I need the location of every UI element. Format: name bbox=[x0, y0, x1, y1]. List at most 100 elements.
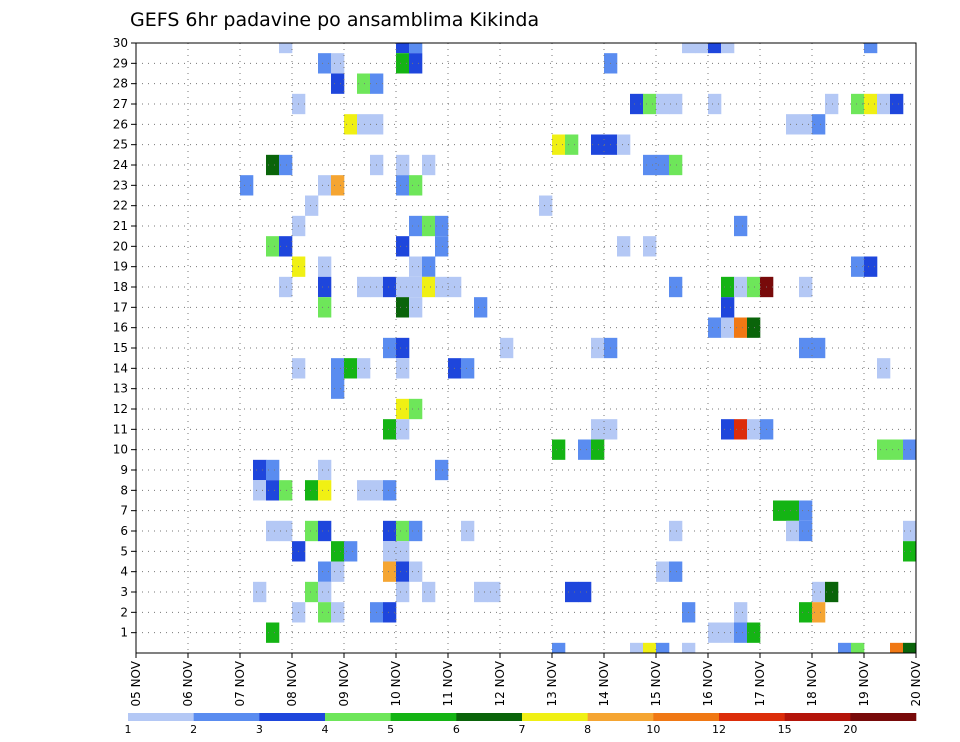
y-tick-label: 27 bbox=[113, 97, 128, 111]
heatmap-cell bbox=[669, 520, 683, 542]
heatmap-cell bbox=[409, 175, 423, 196]
heatmap-cell bbox=[279, 43, 293, 54]
heatmap-cell bbox=[422, 256, 436, 277]
heatmap-cell bbox=[331, 73, 345, 94]
y-tick-label: 4 bbox=[120, 565, 128, 579]
y-tick-label: 21 bbox=[113, 219, 128, 233]
heatmap-cell bbox=[500, 337, 514, 359]
heatmap-cell bbox=[305, 480, 319, 501]
y-tick-label: 23 bbox=[113, 178, 128, 192]
heatmap-cell bbox=[279, 480, 293, 501]
heatmap-cell bbox=[799, 602, 813, 623]
y-tick-label: 29 bbox=[113, 56, 128, 70]
heatmap-cell bbox=[422, 581, 436, 603]
y-tick-label: 18 bbox=[113, 280, 128, 294]
heatmap-cell bbox=[734, 419, 748, 440]
heatmap-cell bbox=[383, 602, 397, 623]
heatmap-cell bbox=[786, 500, 800, 521]
heatmap-cell bbox=[409, 215, 423, 237]
legend-swatch bbox=[456, 713, 523, 721]
heatmap-cell bbox=[864, 93, 878, 115]
heatmap-cell bbox=[578, 581, 592, 603]
legend-label: 7 bbox=[519, 723, 526, 736]
x-tick-label: 15 NOV bbox=[649, 660, 663, 706]
heatmap-cell bbox=[474, 581, 488, 603]
legend-label: 10 bbox=[646, 723, 660, 736]
heatmap-cell bbox=[396, 561, 410, 582]
heatmap-cell bbox=[695, 43, 709, 54]
heatmap-cell bbox=[851, 93, 865, 115]
heatmap-cell bbox=[864, 256, 878, 277]
heatmap-cell bbox=[422, 276, 436, 298]
heatmap-cell bbox=[357, 114, 371, 135]
heatmap-cell bbox=[279, 154, 293, 176]
legend-swatch bbox=[193, 713, 260, 721]
heatmap-cell bbox=[565, 134, 579, 155]
y-tick-label: 25 bbox=[113, 138, 128, 152]
legend-label: 6 bbox=[453, 723, 460, 736]
heatmap-cell bbox=[318, 256, 332, 277]
heatmap-cell bbox=[331, 602, 345, 623]
heatmap-cell bbox=[474, 297, 488, 318]
heatmap-cell bbox=[318, 602, 332, 623]
heatmap-cell bbox=[396, 358, 410, 379]
heatmap-cell bbox=[318, 53, 332, 74]
heatmap-cell bbox=[279, 236, 293, 257]
heatmap-cell bbox=[903, 642, 917, 653]
y-tick-label: 28 bbox=[113, 77, 128, 91]
heatmap-cell bbox=[331, 175, 345, 196]
heatmap-cell bbox=[708, 93, 722, 115]
heatmap-cell bbox=[669, 93, 683, 115]
heatmap-cell bbox=[396, 520, 410, 542]
heatmap-cell bbox=[409, 43, 423, 54]
heatmap-cell bbox=[630, 642, 644, 653]
heatmap-cell bbox=[799, 276, 813, 298]
heatmap-cell bbox=[708, 317, 722, 338]
y-tick-label: 26 bbox=[113, 117, 128, 131]
heatmap-cell bbox=[435, 276, 449, 298]
x-tick-label: 05 NOV bbox=[129, 660, 143, 706]
x-tick-label: 13 NOV bbox=[545, 660, 559, 706]
chart-title: GEFS 6hr padavine po ansamblima Kikinda bbox=[130, 9, 539, 31]
heatmap-cell bbox=[318, 175, 332, 196]
y-tick-label: 14 bbox=[113, 361, 128, 375]
x-tick-label: 11 NOV bbox=[441, 660, 455, 706]
x-tick-label: 19 NOV bbox=[857, 660, 871, 706]
heatmap-cell bbox=[617, 134, 631, 155]
heatmap-cell bbox=[721, 317, 735, 338]
heatmap-cells bbox=[240, 43, 917, 653]
heatmap-cell bbox=[383, 561, 397, 582]
legend-swatch bbox=[325, 713, 391, 721]
heatmap-cell bbox=[253, 459, 267, 481]
heatmap-cell bbox=[734, 276, 748, 298]
heatmap-cell bbox=[331, 358, 345, 379]
heatmap-cell bbox=[383, 276, 397, 298]
y-tick-label: 16 bbox=[113, 321, 128, 335]
heatmap-cell bbox=[396, 541, 410, 562]
heatmap-cell bbox=[487, 581, 501, 603]
heatmap-cell bbox=[253, 480, 267, 501]
heatmap-cell bbox=[591, 439, 605, 460]
heatmap-cell bbox=[409, 297, 423, 318]
heatmap-cell bbox=[357, 73, 371, 94]
y-tick-label: 3 bbox=[120, 585, 128, 599]
heatmap-cell bbox=[266, 154, 280, 176]
heatmap-cell bbox=[396, 581, 410, 603]
heatmap-cell bbox=[669, 561, 683, 582]
heatmap-cell bbox=[409, 53, 423, 74]
legend-label: 8 bbox=[584, 723, 591, 736]
heatmap-cell bbox=[591, 337, 605, 359]
y-tick-label: 20 bbox=[113, 239, 128, 253]
heatmap-cell bbox=[721, 276, 735, 298]
heatmap-cell bbox=[344, 541, 358, 562]
legend-label: 20 bbox=[843, 723, 857, 736]
heatmap-cell bbox=[565, 581, 579, 603]
y-tick-label: 5 bbox=[120, 544, 128, 558]
heatmap-cell bbox=[422, 154, 436, 176]
heatmap-cell bbox=[812, 337, 826, 359]
heatmap-cell bbox=[877, 93, 891, 115]
heatmap-cell bbox=[643, 642, 657, 653]
x-tick-label: 20 NOV bbox=[909, 660, 923, 706]
y-tick-label: 15 bbox=[113, 341, 128, 355]
